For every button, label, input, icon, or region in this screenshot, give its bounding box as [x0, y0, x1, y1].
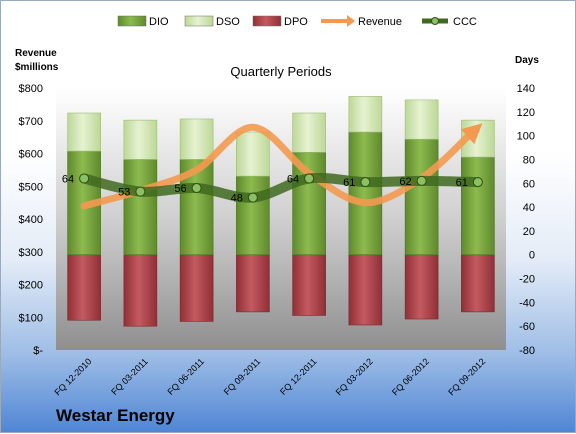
left-tick-label: $500 [19, 181, 43, 193]
dso-bar [123, 119, 158, 160]
left-axis: $- $100 $200 $300 $400 $500 $600 $700 $800 [19, 83, 44, 357]
chart-title: Quarterly Periods [230, 64, 332, 79]
left-tick-label: $200 [19, 280, 43, 292]
right-tick-label: 120 [517, 107, 535, 119]
dso-bar [292, 112, 326, 153]
ccc-data-label: 48 [231, 193, 243, 205]
legend-dpo-label: DPO [284, 16, 308, 28]
right-tick-label: 80 [523, 154, 535, 166]
legend-dio-swatch [117, 15, 147, 27]
right-tick-label: -40 [519, 297, 535, 309]
dio-bar [236, 175, 270, 256]
ccc-point [472, 177, 483, 188]
right-tick-label: 60 [523, 178, 535, 190]
plot-area [56, 88, 506, 350]
ccc-point [135, 186, 146, 197]
dpo-bar [123, 254, 158, 327]
legend-dio-label: DIO [149, 16, 169, 28]
category-label: FQ 12-2011 [278, 356, 319, 397]
legend-revenue-label: Revenue [358, 16, 402, 28]
dso-bar [67, 112, 101, 152]
dpo-bar [179, 254, 214, 322]
category-label: FQ 03-2011 [109, 356, 150, 397]
legend-dso-swatch [184, 15, 214, 27]
legend: DIO DSO DPO Revenue CCC [117, 15, 477, 28]
dpo-bar [461, 254, 495, 313]
ccc-data-label: 53 [118, 187, 130, 199]
dpo-bar [348, 254, 383, 326]
category-label: FQ 06-2012 [390, 356, 431, 397]
left-tick-label: $800 [19, 83, 43, 95]
right-tick-label: -20 [519, 274, 535, 286]
dso-bar [404, 99, 439, 140]
left-tick-label: $- [33, 345, 43, 357]
dio-bar [123, 159, 158, 256]
left-tick-label: $600 [19, 149, 43, 161]
legend-ccc-label: CCC [453, 16, 477, 28]
legend-dso-label: DSO [216, 16, 240, 28]
category-axis: FQ 12-2010 FQ 03-2011 FQ 06-2011 FQ 09-2011… [53, 356, 488, 397]
ccc-data-label: 64 [62, 174, 74, 186]
ccc-point [79, 173, 90, 184]
right-tick-label: 40 [523, 202, 535, 214]
left-axis-title-line1: Revenue [15, 48, 57, 59]
category-label: FQ 12-2010 [53, 356, 94, 397]
right-axis-title: Days [515, 55, 539, 66]
dso-bar [236, 131, 270, 177]
left-tick-label: $700 [19, 116, 43, 128]
right-tick-label: -80 [519, 345, 535, 357]
dio-bar [404, 138, 439, 256]
category-label: FQ 09-2012 [446, 356, 487, 397]
left-tick-label: $100 [19, 312, 43, 324]
ccc-data-label: 62 [399, 176, 411, 188]
dio-bar [461, 156, 495, 256]
right-tick-label: 100 [517, 131, 535, 143]
ccc-point [304, 173, 315, 184]
ccc-data-label: 61 [456, 177, 468, 189]
ccc-data-label: 64 [287, 174, 299, 186]
left-tick-label: $300 [19, 247, 43, 259]
category-label: FQ 03-2012 [334, 356, 375, 397]
legend-ccc-dot [431, 17, 439, 25]
left-axis-title-line2: $millions [15, 62, 59, 73]
legend-revenue-arrowhead [347, 15, 355, 27]
right-tick-label: 20 [523, 226, 535, 238]
bar-layer [67, 96, 495, 327]
revenue-arrowhead [460, 123, 483, 145]
right-tick-label: -60 [519, 321, 535, 333]
dso-bar [179, 118, 214, 160]
ccc-point [247, 192, 258, 203]
ccc-point [191, 183, 202, 194]
ccc-point [360, 177, 371, 188]
dso-bar [348, 96, 383, 133]
dpo-bar [236, 254, 270, 313]
company-name: Westar Energy [56, 406, 175, 425]
dpo-bar [292, 254, 326, 316]
category-label: FQ 09-2011 [222, 356, 263, 397]
legend-dpo-swatch [252, 15, 282, 27]
ccc-point [416, 175, 427, 186]
dpo-bar [67, 254, 101, 321]
dpo-bar [404, 254, 439, 320]
right-axis: -80 -60 -40 -20 0 20 40 60 80 100 120 140 [517, 83, 535, 357]
dio-bar [348, 131, 383, 256]
category-label: FQ 06-2011 [165, 356, 206, 397]
right-tick-label: 0 [529, 250, 535, 262]
ccc-data-label: 61 [343, 177, 355, 189]
ccc-data-label: 56 [174, 183, 186, 195]
right-tick-label: 140 [517, 83, 535, 95]
left-tick-label: $400 [19, 214, 43, 226]
line-layer: 64 53 56 48 64 61 62 61 [62, 123, 483, 210]
